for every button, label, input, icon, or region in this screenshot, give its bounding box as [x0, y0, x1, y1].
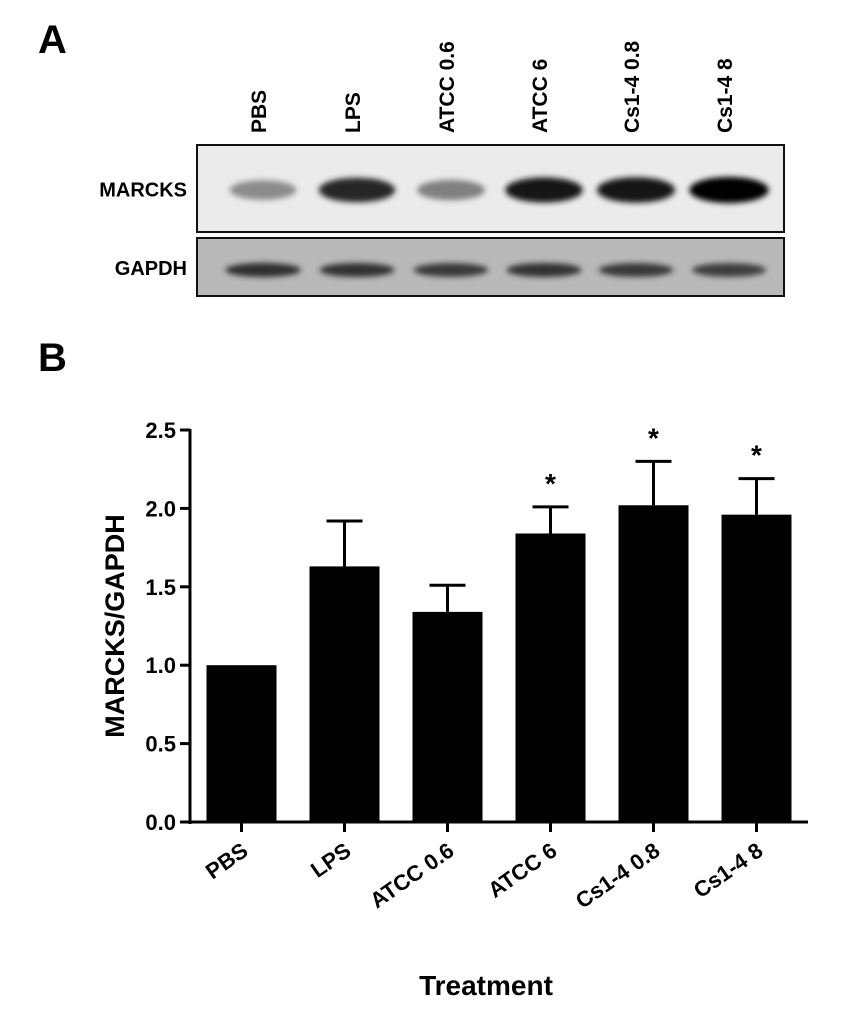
x-tick-label: LPS — [306, 838, 355, 883]
significance-marker: * — [751, 440, 762, 471]
y-tick-label: 2.5 — [145, 418, 176, 443]
blot-membrane — [196, 237, 785, 297]
bar — [618, 505, 689, 822]
blot-label-gapdh: GAPDH — [115, 258, 187, 280]
bar — [515, 533, 586, 822]
blot-label-marcks: MARCKS — [99, 180, 187, 202]
panel-b-letter: B — [38, 336, 67, 380]
bar — [309, 566, 380, 822]
blot-band — [229, 180, 297, 200]
x-tick-label: PBS — [201, 838, 252, 884]
blot-band — [319, 263, 395, 277]
blot-band — [596, 177, 676, 203]
x-tick-label: ATCC 6 — [483, 838, 561, 903]
blot-band — [691, 263, 767, 277]
blot-band — [417, 179, 485, 201]
y-tick-label: 2.0 — [145, 496, 176, 521]
significance-marker: * — [545, 468, 556, 499]
blot-band — [413, 263, 489, 277]
blot-band — [505, 177, 583, 203]
bar — [412, 611, 483, 822]
lane-label: Cs1-4 0.8 — [621, 40, 644, 133]
x-tick-label: Cs1-4 0.8 — [571, 838, 664, 914]
lane-label: Cs1-4 8 — [714, 58, 737, 133]
blot-band — [225, 262, 301, 278]
significance-marker: * — [648, 422, 659, 453]
y-tick-label: 1.5 — [145, 575, 176, 600]
panel-a-letter: A — [38, 18, 67, 62]
blot-band — [689, 176, 769, 204]
lane-label: LPS — [342, 92, 365, 133]
blot-band — [318, 177, 396, 203]
x-tick-label: ATCC 0.6 — [365, 838, 458, 914]
y-tick-label: 0.5 — [145, 732, 176, 757]
y-axis-label: MARCKS/GAPDH — [100, 514, 130, 738]
blot-band — [506, 263, 582, 277]
x-axis-label: Treatment — [419, 970, 553, 1001]
blot-band — [598, 263, 674, 277]
lane-label: PBS — [248, 90, 271, 133]
lane-label: ATCC 6 — [529, 59, 552, 133]
bar — [721, 514, 792, 822]
y-tick-label: 1.0 — [145, 653, 176, 678]
western-blot-panel: PBS LPS ATCC 0.6 ATCC 6 Cs1-4 0.8 Cs1-4 8 MARC… — [99, 40, 785, 297]
y-tick-label: 0.0 — [145, 810, 176, 835]
lane-label: ATCC 0.6 — [436, 41, 459, 133]
bar — [206, 665, 277, 822]
x-tick-label: Cs1-4 8 — [689, 838, 767, 903]
